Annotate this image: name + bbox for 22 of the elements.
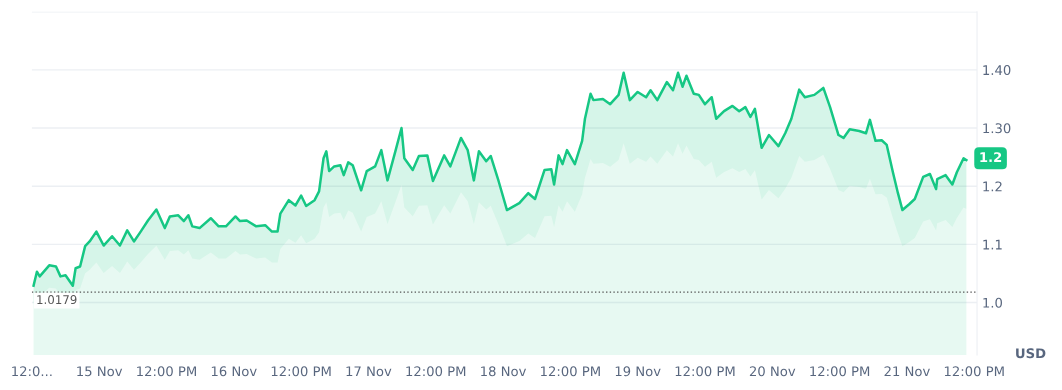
x-tick-label: 12:00 PM [541,366,600,377]
y-tick-label: 1.40 [983,65,1011,76]
x-tick-label: 19 Nov [615,366,661,377]
x-tick-label: 12:00 PM [810,366,870,377]
x-tick-label: 21 Nov [884,366,930,377]
y-tick-label: 1.30 [983,123,1011,134]
x-tick-label: 12:00 PM [406,366,466,377]
x-tick-label: 18 Nov [481,366,527,377]
y-axis-title: USD [1016,348,1046,359]
y-tick-label: 1.1 [983,239,1002,250]
x-tick-label: 12:0... [12,366,52,377]
x-tick-label: 12:00 PM [137,366,196,377]
y-tick-label: 1.0 [983,297,1003,308]
x-tick-label: 16 Nov [211,366,257,377]
x-tick-label: 15 Nov [77,366,123,377]
x-tick-label: 12:00 PM [271,366,331,377]
x-tick-label: 12:00 PM [944,366,1004,377]
x-tick-label: 17 Nov [346,366,392,377]
x-tick-label: 12:00 PM [675,366,735,377]
ref-line-label: 1.0179 [37,295,77,305]
y-tick-label: 1.2 [983,181,1002,192]
x-tick-label: 20 Nov [749,366,796,377]
